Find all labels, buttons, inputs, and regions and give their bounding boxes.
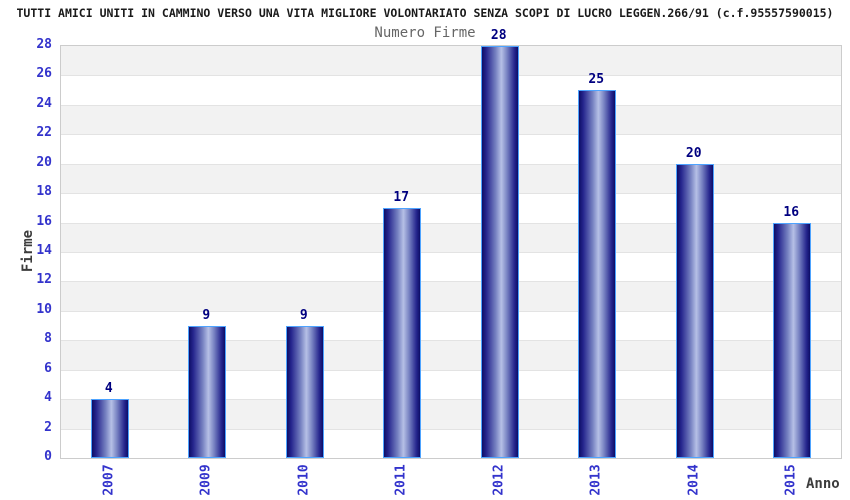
bar-value-label: 17 [393,189,410,205]
grid-line [61,163,841,165]
y-tick-label: 26 [36,66,52,82]
grid-line [61,222,841,224]
bar-2013 [578,90,617,458]
x-tick-label: 2013 [588,464,604,496]
bar-2014 [675,163,714,458]
grid-line [61,310,841,312]
x-tick-label: 2010 [296,464,312,496]
grid-line [61,75,841,77]
chart-subtitle: Numero Firme [374,25,476,41]
bar-value-label: 16 [783,204,800,220]
grid-line [61,281,841,283]
grid-line [61,104,841,106]
plot-band [61,281,841,311]
bar-2010 [285,325,324,458]
grid-line [61,369,841,371]
chart-main-title: TUTTI AMICI UNITI IN CAMMINO VERSO UNA V… [16,6,834,20]
plot-band [61,46,841,76]
y-tick-label: 22 [36,125,52,141]
grid-line [61,428,841,430]
x-tick-label: 2007 [101,464,117,496]
bar-value-label: 9 [202,307,211,323]
y-tick-label: 16 [36,213,52,229]
grid-line [61,252,841,253]
plot-band [61,252,841,282]
y-tick-label: 2 [44,419,52,435]
grid-line [61,193,841,195]
plot-band [61,310,841,341]
y-tick-label: 10 [36,301,52,317]
bar-value-label: 9 [299,307,308,323]
plot-band [61,399,841,429]
plot-band [61,193,841,223]
y-tick-label: 8 [44,331,52,347]
x-tick-label: 2011 [393,464,409,496]
y-tick-label: 6 [44,360,52,376]
y-tick-label: 28 [36,37,52,52]
plot-band [61,134,841,164]
y-tick-label: 4 [44,390,52,406]
y-tick-label: 0 [44,449,52,464]
bar-value-label: 28 [490,28,507,43]
grid-line [61,340,841,342]
x-axis-title: Anno [806,476,840,492]
plot-band [61,369,841,400]
grid-line [61,134,841,136]
plot-band [61,75,841,105]
bar-2011 [383,207,422,458]
y-tick-label: 24 [36,95,52,111]
y-tick-label: 20 [36,154,52,170]
y-tick-label: 14 [36,243,52,258]
bar-2015 [773,222,812,458]
plot-band [61,104,841,135]
bar-2012 [480,46,519,458]
x-tick-label: 2015 [783,464,799,496]
plot-band [61,222,841,252]
plot-band [61,340,841,370]
bar-2007 [90,399,129,458]
bar-2009 [188,325,227,458]
x-tick-label: 2014 [686,464,702,496]
plot-band [61,163,841,194]
bar-value-label: 25 [588,72,605,88]
bar-value-label: 4 [104,381,113,397]
x-tick-label: 2009 [198,464,214,496]
x-tick-label: 2012 [491,464,507,496]
plot-area [60,45,842,459]
plot-band [61,428,841,458]
y-tick-label: 18 [36,184,52,200]
y-tick-label: 12 [36,272,52,288]
bar-value-label: 20 [685,145,702,161]
grid-line [61,399,841,401]
